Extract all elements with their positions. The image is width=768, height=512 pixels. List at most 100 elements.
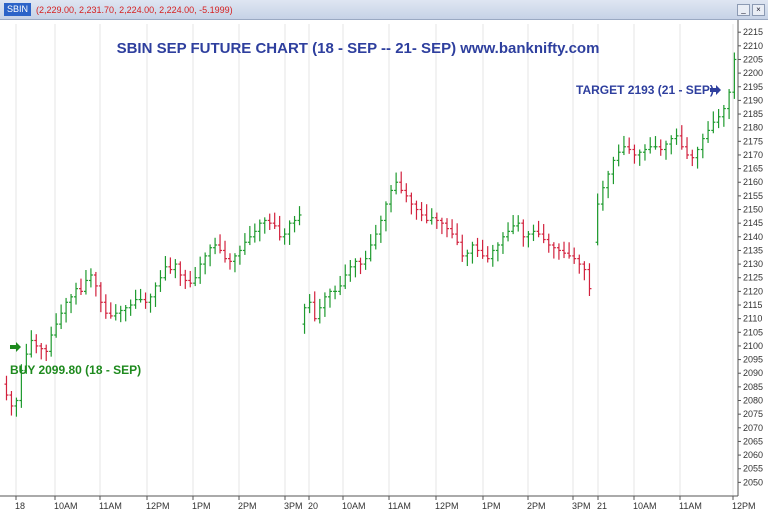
price-bar: [642, 144, 647, 161]
price-bar: [679, 125, 684, 150]
y-tick-label: 2055: [743, 464, 763, 474]
x-tick-label: 12PM: [732, 501, 756, 511]
signal-arrows: [10, 85, 721, 352]
price-bar: [500, 232, 505, 254]
quote-readout: (2,229.00, 2,231.70, 2,224.00, 2,224.00,…: [36, 5, 233, 15]
price-bar: [531, 224, 536, 242]
price-bar: [434, 212, 439, 229]
minimize-button[interactable]: _: [737, 4, 750, 16]
price-bar: [252, 223, 257, 243]
price-bar: [173, 259, 178, 279]
price-bar: [153, 282, 158, 307]
price-bar: [287, 220, 292, 245]
price-bar: [506, 222, 511, 242]
x-tick-label: 1PM: [192, 501, 211, 511]
price-bar: [218, 234, 223, 254]
price-bar: [595, 193, 600, 246]
price-bar: [123, 304, 128, 322]
y-tick-label: 2080: [743, 396, 763, 406]
price-bar: [59, 304, 64, 330]
price-bar: [262, 217, 267, 234]
x-tick-label: 20: [308, 501, 318, 511]
price-bar: [242, 233, 247, 255]
price-bar: [490, 244, 495, 267]
price-bar: [577, 254, 582, 274]
y-tick-label: 2135: [743, 245, 763, 255]
price-bar: [168, 257, 173, 274]
price-bar: [277, 215, 282, 241]
price-bar: [511, 215, 516, 235]
x-tick-label: 21: [597, 501, 607, 511]
price-bar: [721, 104, 726, 127]
y-tick-label: 2070: [743, 423, 763, 433]
price-bar: [546, 233, 551, 253]
price-bar: [183, 269, 188, 289]
price-bar: [227, 253, 232, 270]
price-bar: [551, 242, 556, 259]
price-bar: [450, 219, 455, 239]
y-tick-label: 2120: [743, 286, 763, 296]
price-bar: [143, 292, 148, 309]
price-bar: [383, 201, 388, 232]
price-bar: [118, 305, 123, 323]
y-tick-label: 2165: [743, 164, 763, 174]
price-bar: [178, 261, 183, 286]
price-bar: [727, 89, 732, 120]
price-bar: [621, 135, 626, 156]
price-bar: [526, 231, 531, 248]
price-bar: [14, 397, 19, 417]
price-bar: [198, 256, 203, 284]
price-bar: [24, 343, 29, 374]
price-bar: [658, 139, 663, 156]
price-bar: [93, 271, 98, 297]
price-bar: [732, 52, 737, 99]
price-bar: [373, 224, 378, 250]
ohlc-chart: 2050 2055 2060 2065 2070 2075 2080 2085 2090 2095…: [0, 20, 763, 511]
price-bar: [9, 391, 14, 416]
price-bar: [632, 144, 637, 164]
price-bar: [103, 294, 108, 319]
price-bar: [582, 261, 587, 281]
y-tick-label: 2180: [743, 123, 763, 133]
y-tick-label: 2145: [743, 218, 763, 228]
price-bar: [363, 250, 368, 270]
price-bar: [653, 136, 658, 150]
target-annotation: TARGET 2193 (21 - SEP): [576, 83, 714, 97]
price-bar: [322, 292, 327, 317]
close-button[interactable]: ×: [752, 4, 765, 16]
x-tick-label: 12PM: [146, 501, 170, 511]
price-bar: [69, 294, 74, 314]
price-bar: [4, 375, 9, 401]
price-bar: [353, 258, 358, 278]
price-bar: [113, 304, 118, 321]
price-bar: [213, 237, 218, 255]
price-bar: [333, 285, 338, 300]
price-bar: [88, 268, 93, 288]
price-bar: [637, 149, 642, 166]
y-tick-label: 2085: [743, 382, 763, 392]
price-bar: [98, 282, 103, 313]
y-tick-label: 2060: [743, 450, 763, 460]
y-tick-label: 2160: [743, 177, 763, 187]
price-bar: [128, 299, 133, 316]
x-tick-label: 10AM: [54, 501, 78, 511]
price-bar: [282, 228, 287, 245]
price-bar: [562, 241, 567, 259]
y-tick-label: 2200: [743, 68, 763, 78]
price-bar: [556, 243, 561, 260]
x-tick-label: 3PM: [284, 501, 303, 511]
price-bar: [312, 291, 317, 322]
price-bar: [587, 263, 592, 296]
price-bar: [700, 133, 705, 159]
price-bar: [292, 215, 297, 233]
price-bar: [108, 302, 113, 319]
y-tick-label: 2175: [743, 136, 763, 146]
x-tick-label: 1PM: [482, 501, 501, 511]
price-bar: [368, 234, 373, 262]
price-bar: [485, 246, 490, 263]
price-bar: [611, 156, 616, 185]
price-bar: [465, 249, 470, 267]
x-tick-label: 10AM: [342, 501, 366, 511]
price-bar: [54, 313, 59, 338]
price-bar: [455, 223, 460, 246]
